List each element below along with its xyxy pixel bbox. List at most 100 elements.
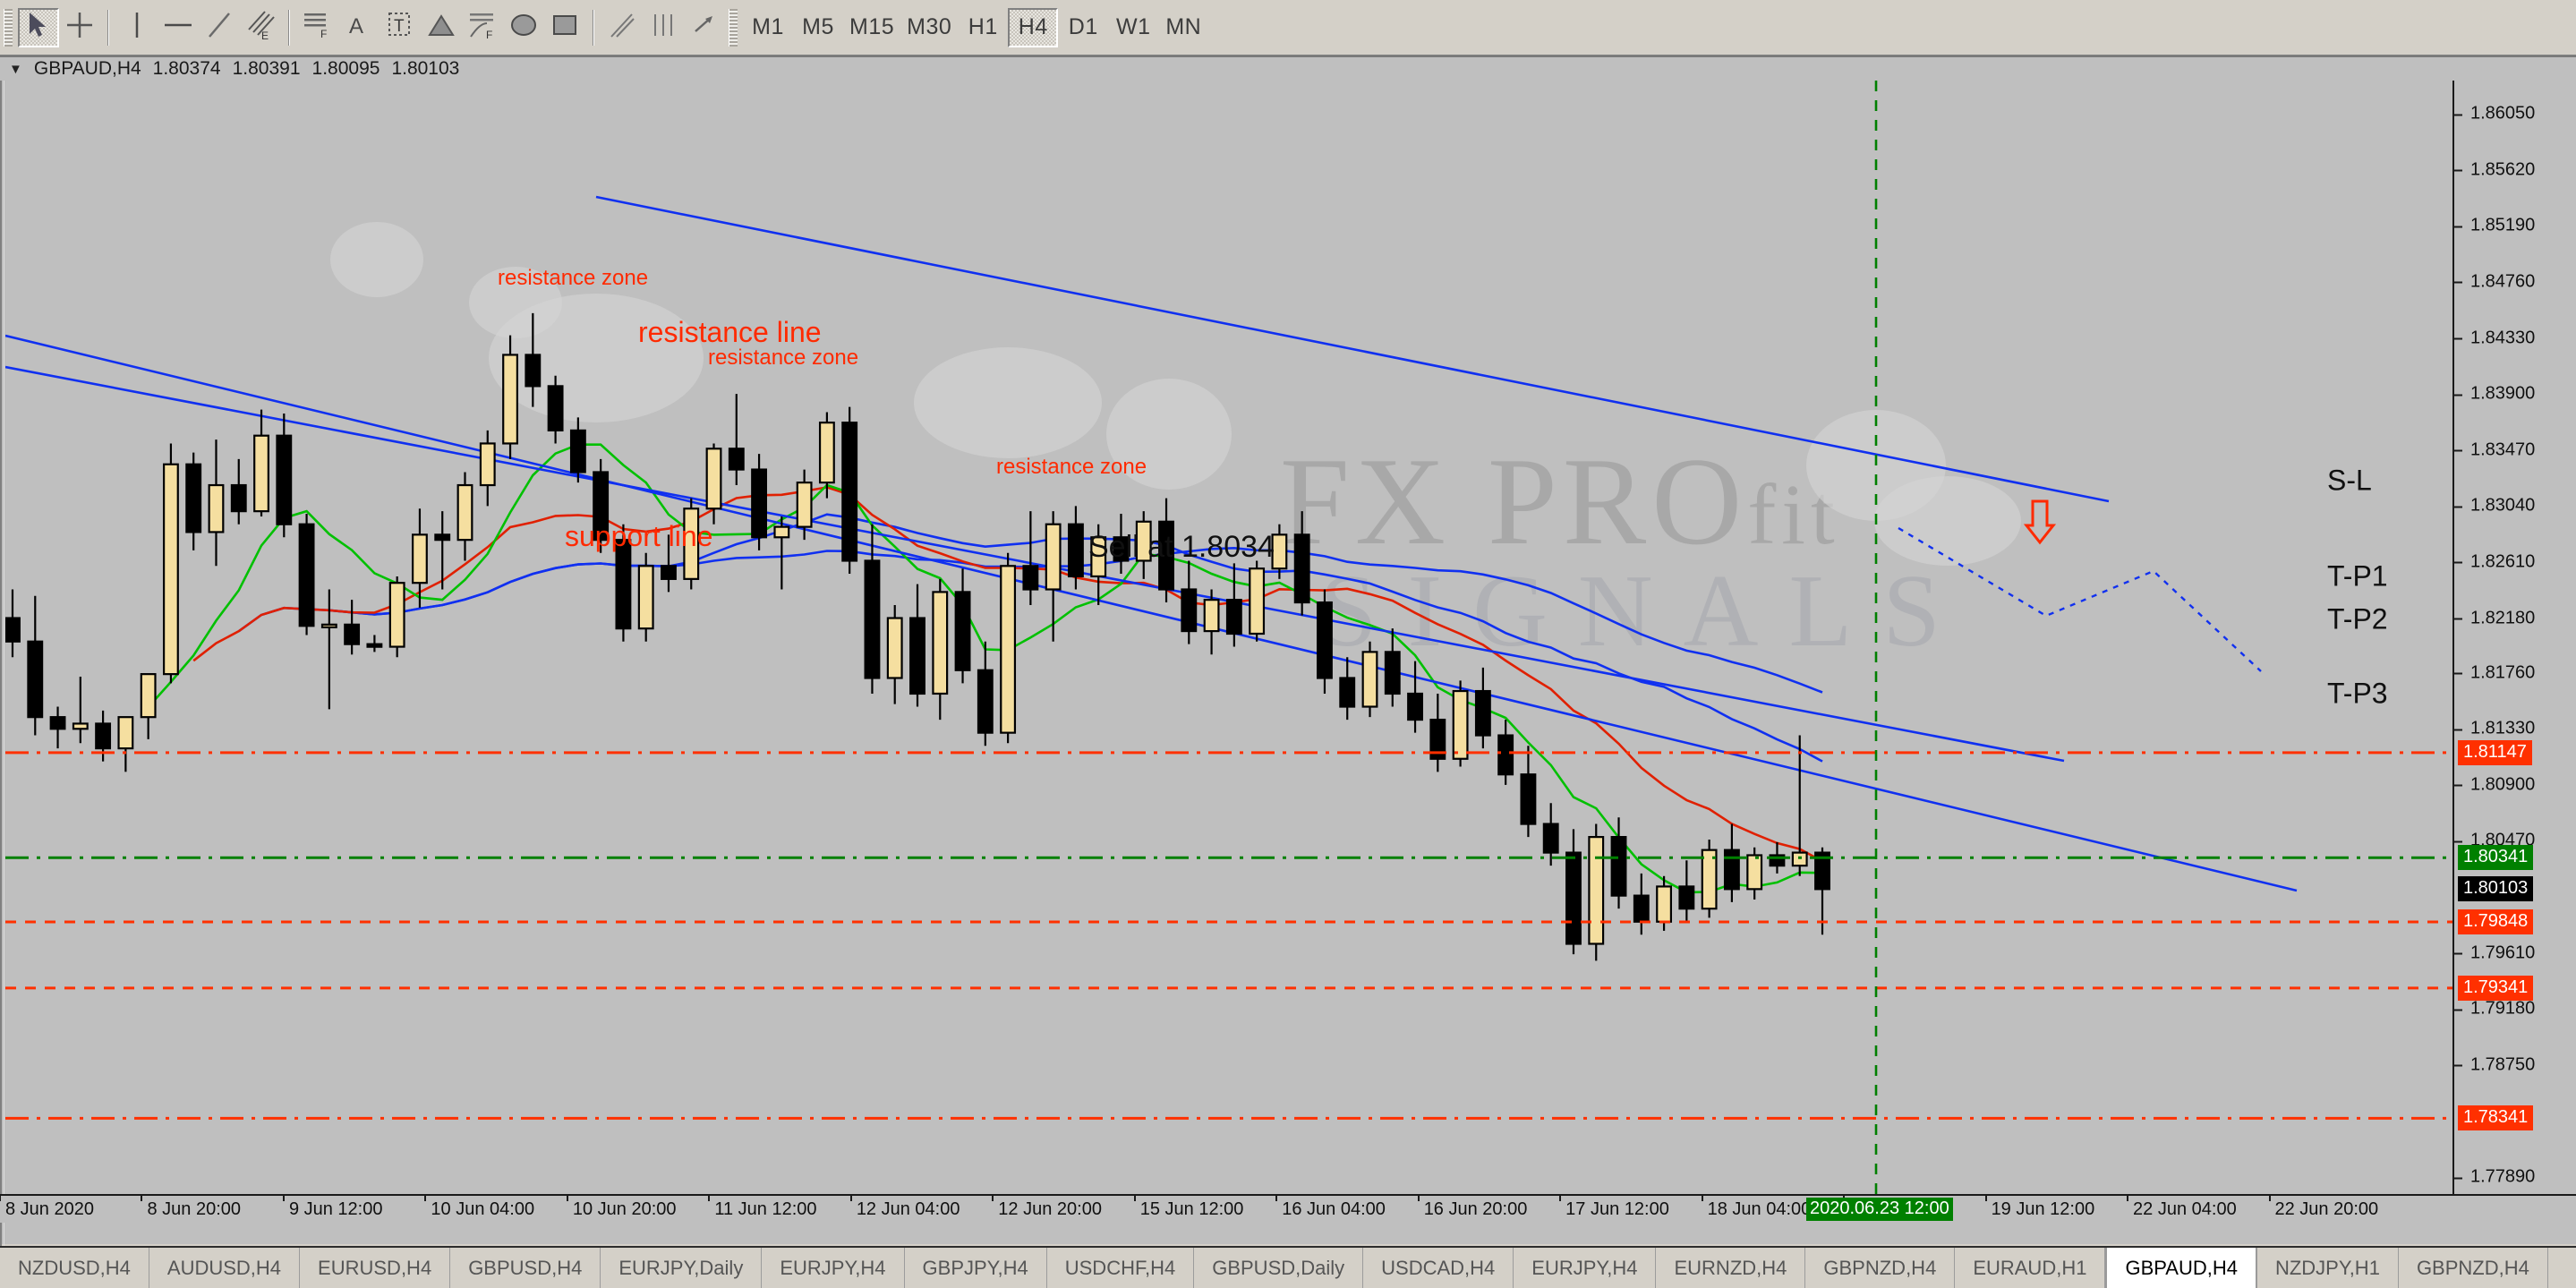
candlestick bbox=[1814, 847, 1830, 935]
trendline-tool[interactable] bbox=[199, 8, 240, 47]
candlestick bbox=[253, 409, 269, 516]
chart-tab-eurnzd-h4[interactable]: EURNZD,H4 bbox=[1656, 1248, 1806, 1288]
timeframe-m1-button[interactable]: M1 bbox=[752, 14, 784, 39]
equidistant-channel-tool[interactable]: E bbox=[240, 8, 281, 47]
stop-loss-label: S-L bbox=[2327, 464, 2372, 497]
fibonacci-retracement-tool[interactable]: F bbox=[297, 8, 338, 47]
price-axis[interactable]: 1.86050 1.85620 1.85190 1.84760 1.84330 1.839… bbox=[2452, 81, 2576, 1194]
chart-window: ▼ GBPAUD,H4 1.80374 1.80391 1.80095 1.80… bbox=[0, 55, 2576, 1246]
time-axis[interactable]: 8 Jun 2020 8 Jun 20:00 9 Jun 12:00 10 Jun 0… bbox=[0, 1194, 2576, 1223]
price-tick: 1.85620 bbox=[2454, 159, 2535, 180]
take-profit-2-label: T-P2 bbox=[2327, 602, 2388, 635]
toolbar-grip[interactable] bbox=[4, 8, 13, 47]
text-tool[interactable]: A bbox=[338, 8, 380, 47]
arrow-tool[interactable] bbox=[684, 8, 725, 47]
take-profit-3-label: T-P3 bbox=[2327, 677, 2388, 710]
timeframe-m30-button[interactable]: M30 bbox=[907, 14, 952, 39]
chart-tab-gbpnzd-h4[interactable]: GBPNZD,H4 bbox=[2399, 1248, 2548, 1288]
chart-tab-eurusd-h4[interactable]: EURUSD,H4 bbox=[300, 1248, 451, 1288]
candlestick bbox=[705, 443, 722, 525]
candlestick bbox=[1000, 552, 1017, 744]
candlestick bbox=[1407, 661, 1423, 733]
candlestick bbox=[1542, 803, 1559, 866]
candlestick bbox=[1203, 589, 1220, 655]
timeframe-m5-button[interactable]: M5 bbox=[802, 14, 834, 39]
tab-scroll-arrows: ◄ ► bbox=[2548, 1248, 2576, 1288]
fibonacci-arc-tool[interactable]: F bbox=[462, 8, 503, 47]
timeframe-h4-button[interactable]: H4 bbox=[1008, 7, 1059, 47]
candlestick bbox=[1271, 524, 1288, 579]
timeframe-w1-button[interactable]: W1 bbox=[1116, 14, 1151, 39]
candlestick bbox=[1339, 657, 1356, 721]
price-tick: 1.81330 bbox=[2454, 719, 2535, 739]
timeframe-h1-button[interactable]: H1 bbox=[968, 14, 998, 39]
candlestick bbox=[1678, 860, 1695, 922]
candlestick bbox=[276, 413, 293, 538]
timeframe-mn-button[interactable]: MN bbox=[1165, 14, 1202, 39]
candlestick bbox=[434, 511, 451, 590]
chart-tab-gbpaud-h4[interactable]: GBPAUD,H4 bbox=[2105, 1248, 2257, 1288]
triangle-tool[interactable] bbox=[421, 8, 462, 47]
chart-tab-audusd-h4[interactable]: AUDUSD,H4 bbox=[149, 1248, 301, 1288]
cursor-tool[interactable] bbox=[18, 7, 59, 47]
chart-tab-eurjpy-h4[interactable]: EURJPY,H4 bbox=[762, 1248, 905, 1288]
price-tick: 1.83040 bbox=[2454, 496, 2535, 516]
hline-icon bbox=[163, 13, 193, 41]
candlestick bbox=[1791, 735, 1808, 876]
candlestick bbox=[412, 508, 428, 608]
time-tick: 12 Jun 04:00 bbox=[849, 1194, 960, 1219]
candlestick bbox=[886, 604, 903, 704]
chart-tab-gbpusd-daily[interactable]: GBPUSD,Daily bbox=[1194, 1248, 1364, 1288]
candlestick bbox=[773, 516, 790, 590]
candlestick bbox=[49, 706, 66, 749]
ohlc-low: 1.80095 bbox=[311, 58, 380, 79]
time-tick: 15 Jun 12:00 bbox=[1133, 1194, 1244, 1219]
chart-tab-euraud-h1[interactable]: EURAUD,H1 bbox=[1955, 1248, 2106, 1288]
price-tick: 1.82180 bbox=[2454, 608, 2535, 628]
current-price-label: 1.80103 bbox=[2458, 875, 2534, 901]
highlight-zones bbox=[330, 222, 2021, 566]
candlestick bbox=[1452, 680, 1469, 767]
chart-tab-gbpusd-h4[interactable]: GBPUSD,H4 bbox=[450, 1248, 601, 1288]
drawing-toolbar: E F A T F M1 M5 M15 M30 H1 H4 D1 W1 MN bbox=[0, 0, 2576, 55]
toolbar-separator bbox=[593, 9, 594, 46]
horizontal-line-tool[interactable] bbox=[158, 8, 199, 47]
chart-tab-nzdusd-h4[interactable]: NZDUSD,H4 bbox=[0, 1248, 149, 1288]
chart-menu-caret-icon[interactable]: ▼ bbox=[9, 61, 22, 77]
price-tick: 1.79180 bbox=[2454, 999, 2535, 1019]
candlestick bbox=[5, 589, 21, 658]
price-tick: 1.82610 bbox=[2454, 551, 2535, 572]
time-tick: 11 Jun 12:00 bbox=[708, 1194, 817, 1219]
rectangle-tool[interactable] bbox=[544, 8, 585, 47]
vertical-line-tool[interactable] bbox=[116, 8, 158, 47]
timeframe-d1-button[interactable]: D1 bbox=[1068, 14, 1098, 39]
svg-text:F: F bbox=[320, 28, 327, 39]
candlestick bbox=[1225, 563, 1242, 647]
candlestick bbox=[1158, 498, 1174, 603]
chart-tab-nzdjpy-h1[interactable]: NZDJPY,H1 bbox=[2257, 1248, 2399, 1288]
take-profit-3-price-label: 1.78341 bbox=[2458, 1105, 2534, 1131]
ohlc-high: 1.80391 bbox=[232, 58, 301, 79]
candlestick bbox=[140, 673, 157, 739]
candlestick bbox=[230, 458, 247, 525]
chart-tab-gbpnzd-h4[interactable]: GBPNZD,H4 bbox=[1805, 1248, 1956, 1288]
cycle-lines-tool[interactable] bbox=[643, 8, 684, 47]
crosshair-tool[interactable] bbox=[59, 8, 100, 47]
chart-tab-usdcad-h4[interactable]: USDCAD,H4 bbox=[1363, 1248, 1514, 1288]
chart-tab-eurjpy-daily[interactable]: EURJPY,Daily bbox=[601, 1248, 763, 1288]
fibF-icon: F bbox=[303, 11, 333, 44]
candlestick bbox=[1429, 693, 1446, 772]
chart-tab-eurjpy-h4[interactable]: EURJPY,H4 bbox=[1514, 1248, 1657, 1288]
chart-tab-usdchf-h4[interactable]: USDCHF,H4 bbox=[1047, 1248, 1195, 1288]
chart-plot-area[interactable] bbox=[5, 81, 2452, 1194]
chart-symbol-label: GBPAUD,H4 bbox=[33, 58, 141, 79]
candlestick bbox=[796, 469, 813, 541]
text-label-tool[interactable]: T bbox=[380, 8, 421, 47]
timeframe-m15-button[interactable]: M15 bbox=[849, 14, 895, 39]
timeframe-toolbar-grip[interactable] bbox=[729, 8, 738, 47]
candlestick bbox=[298, 514, 315, 635]
andrews-pitchfork-tool[interactable] bbox=[601, 8, 643, 47]
chart-tab-gbpjpy-h4[interactable]: GBPJPY,H4 bbox=[905, 1248, 1047, 1288]
ellipse-tool[interactable] bbox=[503, 8, 544, 47]
candlestick bbox=[72, 677, 89, 744]
